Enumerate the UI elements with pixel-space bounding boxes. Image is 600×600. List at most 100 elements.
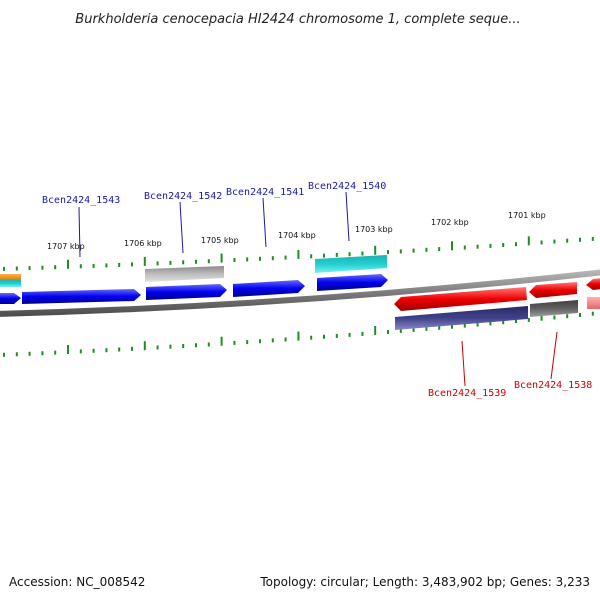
upper-tick-minor xyxy=(335,252,338,257)
lower-tick-minor xyxy=(451,324,453,329)
gene-partial-pink-right[interactable] xyxy=(587,297,600,309)
gene-bcen2424-1543[interactable] xyxy=(22,289,141,304)
upper-tick-minor xyxy=(566,238,569,243)
upper-tick-minor xyxy=(579,237,581,242)
upper-tick-minor xyxy=(463,245,466,250)
upper-tick-minor xyxy=(540,240,543,245)
upper-tick-minor xyxy=(233,258,236,262)
gene-bcen2424-1540-cyan[interactable] xyxy=(315,255,387,273)
upper-tick-major xyxy=(220,253,223,263)
gene-bcen2424-1538[interactable] xyxy=(529,282,577,298)
lower-tick-minor xyxy=(399,328,402,333)
leader-1543 xyxy=(78,206,81,258)
gene-partial-orange[interactable] xyxy=(0,274,21,280)
gene-bcen2424-1542-gray[interactable] xyxy=(145,266,224,282)
gene-bcen2424-1538-darkgray[interactable] xyxy=(530,300,578,317)
lower-tick-major xyxy=(220,336,223,346)
upper-tick-minor xyxy=(195,259,197,264)
lower-tick-row xyxy=(3,311,594,357)
upper-tick-minor xyxy=(259,256,261,261)
upper-tick-minor xyxy=(15,266,18,271)
gene-bcen2424-1540[interactable] xyxy=(317,274,388,291)
kbp-label-1702: 1702 kbp xyxy=(431,218,469,227)
upper-tick-minor xyxy=(515,242,517,247)
upper-tick-row xyxy=(3,236,594,271)
gene-partial-red-right[interactable] xyxy=(586,278,600,290)
gene-bcen2424-1539[interactable] xyxy=(394,287,527,311)
gene-bcen2424-1541[interactable] xyxy=(233,280,305,297)
gene-label-bcen2424-1539[interactable]: Bcen2424_1539 xyxy=(428,388,506,399)
lower-tick-minor xyxy=(566,314,569,319)
upper-tick-minor xyxy=(207,259,210,264)
gene-partial-blue-left[interactable] xyxy=(0,293,21,304)
gene-label-bcen2424-1538[interactable]: Bcen2424_1538 xyxy=(514,380,592,391)
forward-gene-track xyxy=(0,255,388,304)
gene-bcen2424-1542[interactable] xyxy=(146,284,227,300)
upper-tick-minor xyxy=(387,250,389,255)
upper-tick-minor xyxy=(502,243,505,247)
chromosome-backbone xyxy=(0,269,600,317)
kbp-label-1705: 1705 kbp xyxy=(201,236,239,245)
upper-tick-minor xyxy=(79,264,82,269)
leader-1539 xyxy=(461,340,466,387)
upper-tick-minor xyxy=(271,256,274,261)
lower-tick-minor xyxy=(489,321,492,326)
gene-label-bcen2424-1542[interactable]: Bcen2424_1542 xyxy=(144,191,222,202)
lower-tick-minor xyxy=(527,317,530,322)
upper-tick-minor xyxy=(54,265,57,270)
lower-tick-minor xyxy=(92,348,95,353)
upper-tick-major xyxy=(297,249,300,259)
gene-label-bcen2424-1543[interactable]: Bcen2424_1543 xyxy=(42,195,120,206)
lower-tick-minor xyxy=(3,352,5,357)
upper-tick-minor xyxy=(131,262,133,267)
lower-tick-minor xyxy=(15,352,18,357)
lower-tick-minor xyxy=(502,320,505,325)
upper-tick-minor xyxy=(591,236,594,241)
upper-tick-minor xyxy=(310,254,313,259)
upper-tick-major xyxy=(67,259,69,269)
leader-1538 xyxy=(550,331,558,380)
kbp-label-1701: 1701 kbp xyxy=(508,211,546,220)
kbp-label-1706: 1706 kbp xyxy=(124,239,162,248)
lower-tick-minor xyxy=(169,344,172,349)
upper-tick-major xyxy=(451,241,453,251)
kbp-label-1703: 1703 kbp xyxy=(355,225,393,234)
lower-tick-minor xyxy=(438,325,441,330)
lower-tick-minor xyxy=(553,315,556,320)
lower-tick-major xyxy=(540,311,543,321)
upper-tick-minor xyxy=(3,266,5,271)
lower-tick-major xyxy=(374,326,377,335)
gene-label-bcen2424-1541[interactable]: Bcen2424_1541 xyxy=(226,187,304,198)
gene-label-leaders xyxy=(78,191,558,387)
upper-tick-minor xyxy=(553,239,556,244)
kbp-label-1704: 1704 kbp xyxy=(278,231,316,240)
lower-tick-minor xyxy=(515,319,517,323)
reverse-gene-track xyxy=(394,278,600,330)
lower-tick-minor xyxy=(233,340,236,345)
lower-tick-minor xyxy=(284,337,287,342)
gene-label-bcen2424-1540[interactable]: Bcen2424_1540 xyxy=(308,181,386,192)
lower-tick-minor xyxy=(591,311,594,316)
upper-tick-minor xyxy=(399,249,402,254)
upper-tick-minor xyxy=(412,248,415,253)
lower-tick-minor xyxy=(323,334,325,339)
leader-1542 xyxy=(179,201,184,254)
lower-tick-major xyxy=(297,331,300,341)
lower-tick-major xyxy=(143,341,146,351)
lower-tick-minor xyxy=(425,326,428,331)
gene-bcen2424-1539-purple[interactable] xyxy=(395,306,528,330)
upper-tick-minor xyxy=(476,244,479,249)
gene-partial-cyan[interactable] xyxy=(0,280,21,287)
upper-tick-minor xyxy=(92,263,95,268)
upper-tick-minor xyxy=(118,262,121,267)
upper-tick-minor xyxy=(284,255,287,260)
lower-tick-minor xyxy=(131,346,133,351)
lower-tick-minor xyxy=(412,327,415,332)
lower-tick-minor xyxy=(156,345,159,350)
lower-tick-major xyxy=(67,345,69,354)
lower-tick-minor xyxy=(476,322,479,327)
lower-tick-minor xyxy=(361,331,364,336)
leader-1540 xyxy=(345,191,350,242)
